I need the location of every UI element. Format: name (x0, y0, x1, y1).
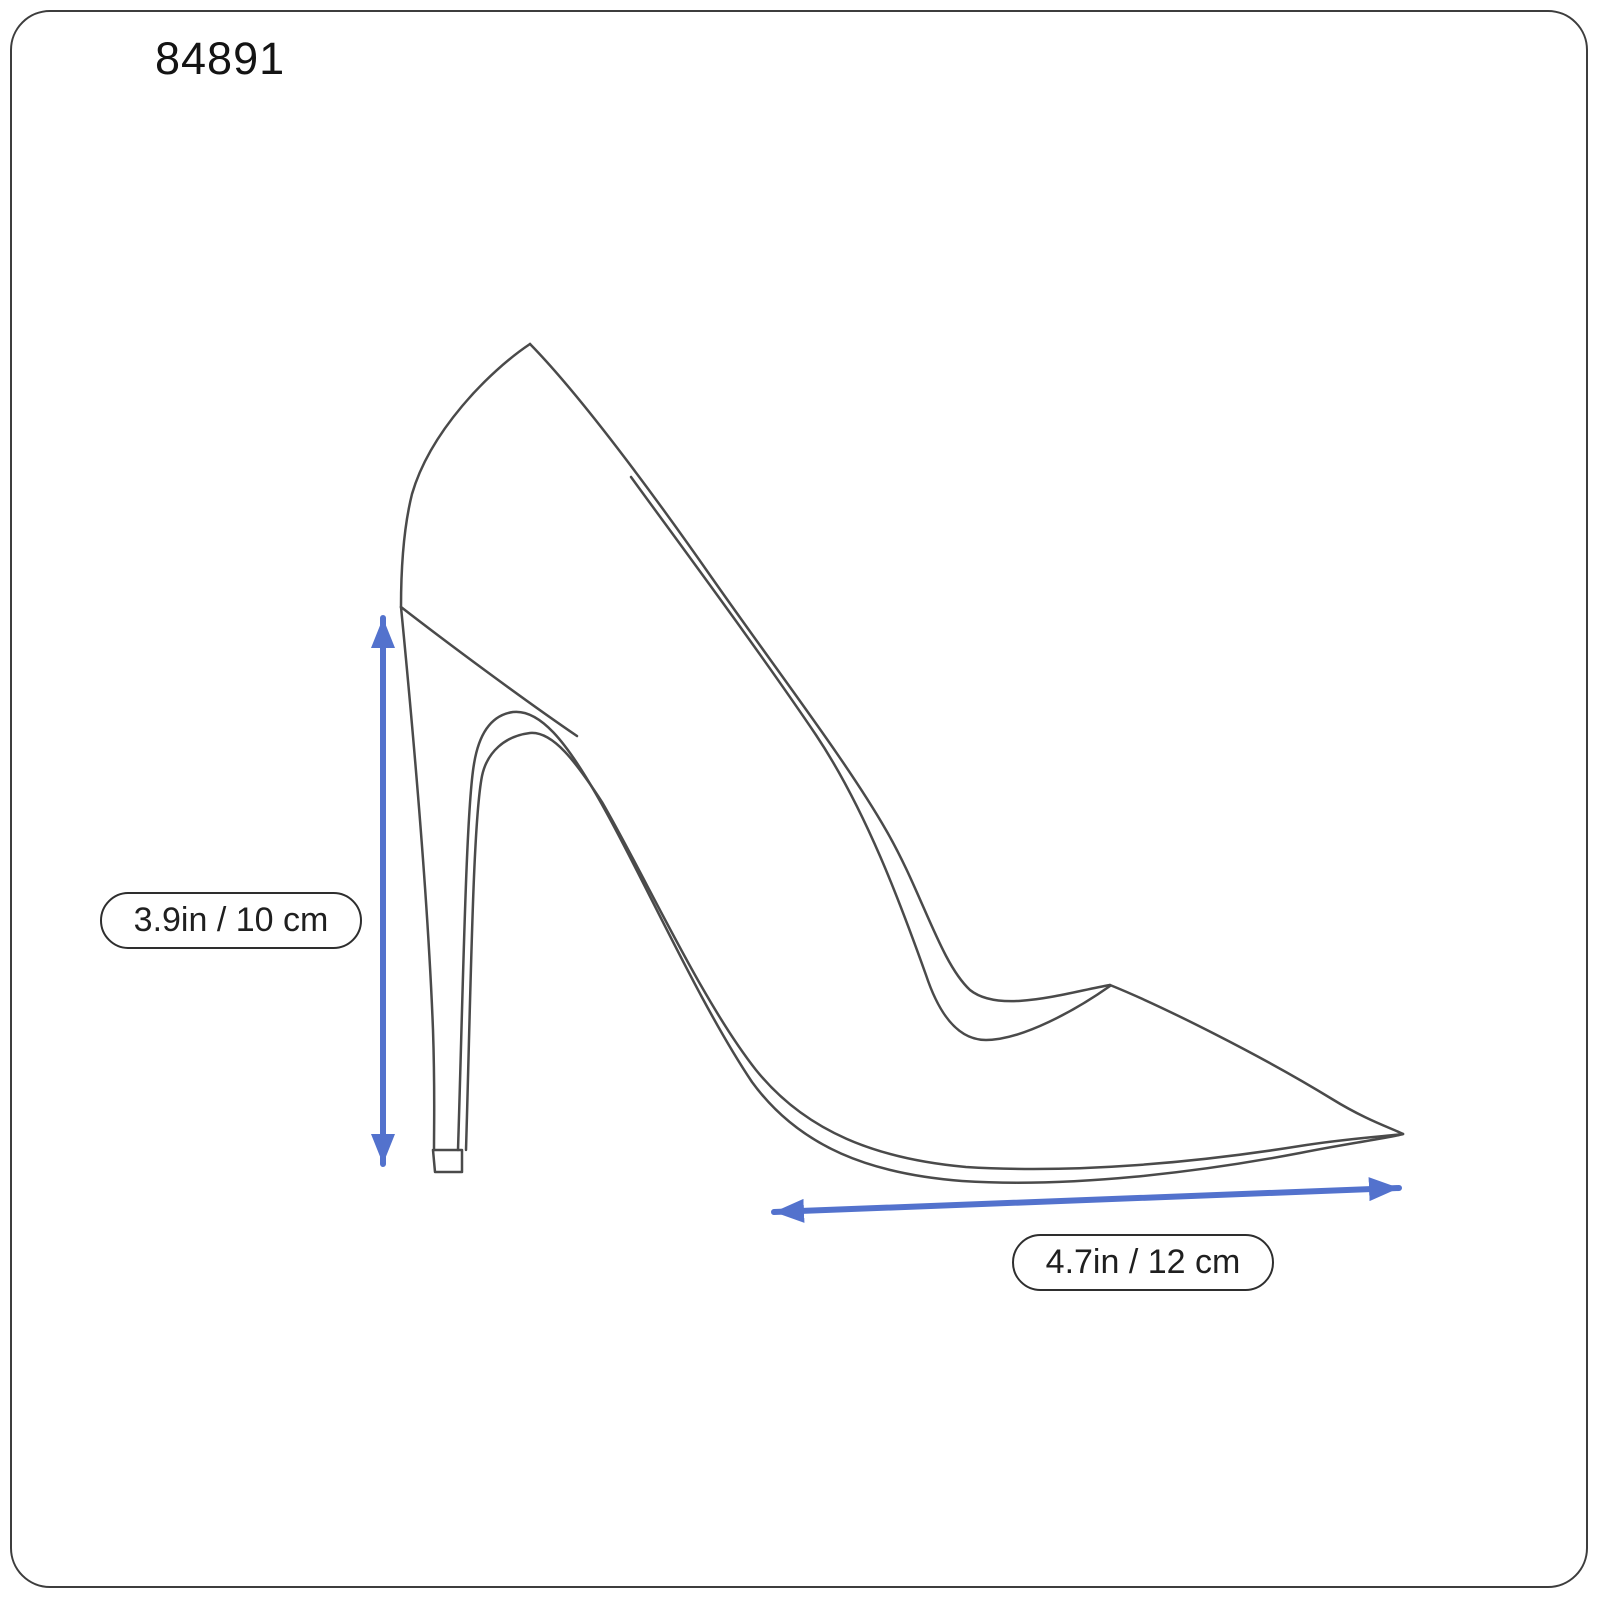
shoe-outline-group (399, 342, 1405, 1184)
shoe-toe-top-line (1108, 983, 1405, 1136)
measurement-arrows-group (371, 615, 1402, 1223)
shoe-heel-cap (431, 1148, 464, 1174)
shoe-sole-bottom-line (456, 710, 1405, 1184)
sole-length-arrow (771, 1177, 1402, 1223)
shoe-heel-back-line (399, 605, 436, 1152)
product-id-label: 84891 (155, 33, 286, 84)
shoe-topline-outer (528, 342, 1112, 1003)
heel-height-measurement-pill: 3.9in / 10 cm (100, 892, 362, 949)
shoe-back-upper-line (399, 342, 532, 609)
shoe-topline-inner (629, 475, 1112, 1042)
shoe-heel-seat-line (399, 605, 579, 738)
sole-length-measurement-pill: 4.7in / 12 cm (1012, 1234, 1274, 1291)
shoe-sole-top-line (464, 731, 1405, 1171)
